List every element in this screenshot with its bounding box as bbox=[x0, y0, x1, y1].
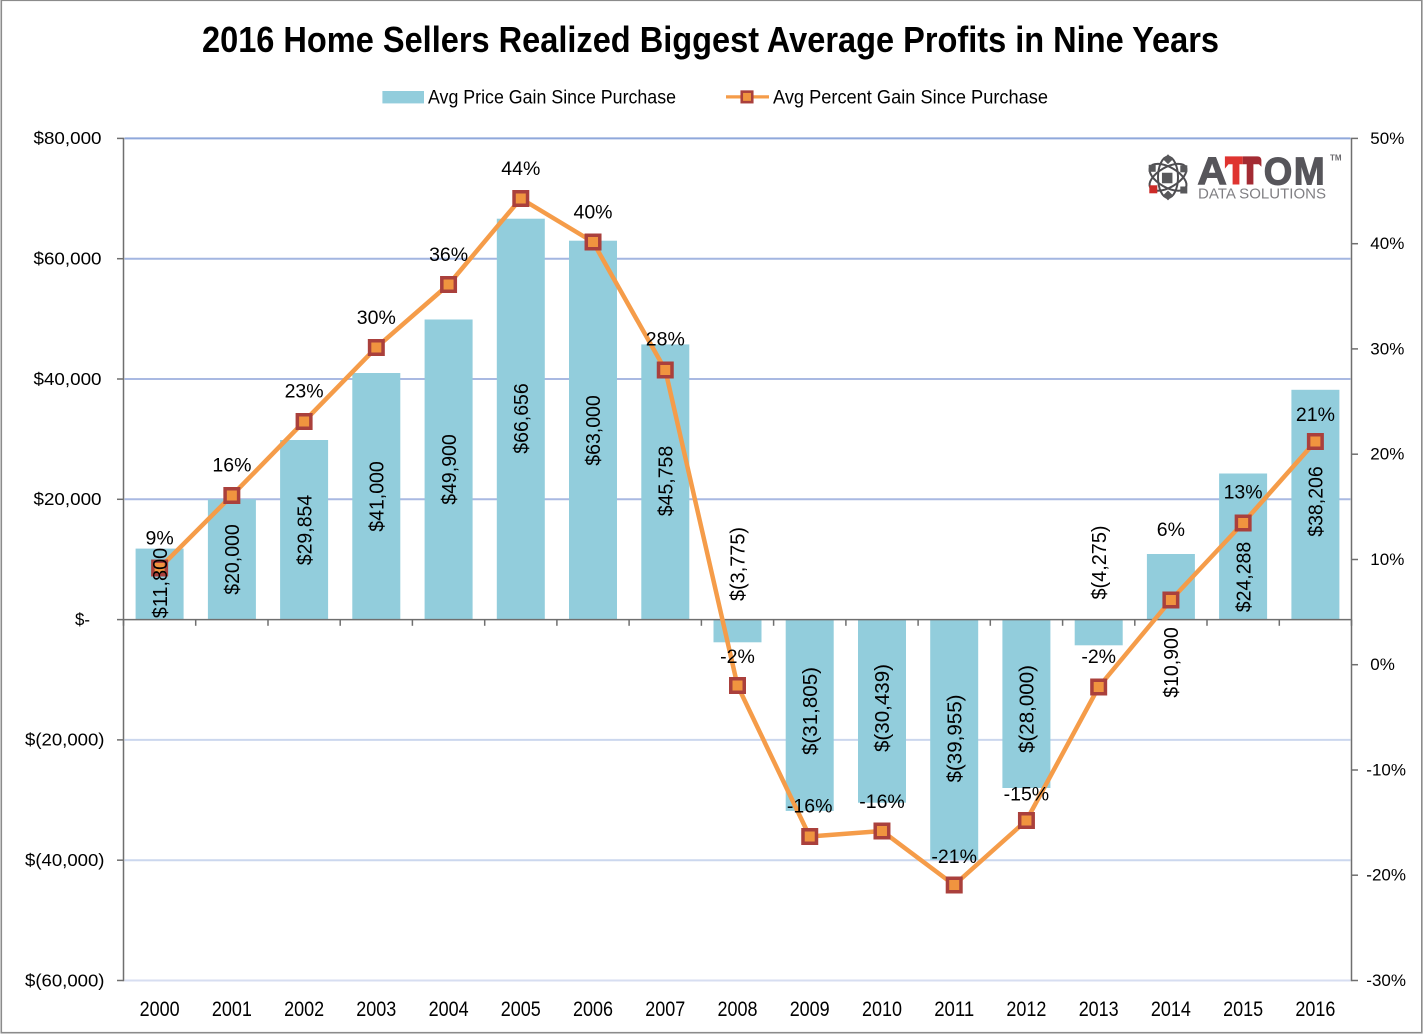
svg-text:Avg Price Gain Since Purchase: Avg Price Gain Since Purchase bbox=[428, 87, 676, 109]
svg-text:2013: 2013 bbox=[1079, 997, 1119, 1021]
svg-text:$66,656: $66,656 bbox=[511, 383, 533, 454]
svg-text:$-: $- bbox=[75, 609, 90, 629]
svg-text:2000: 2000 bbox=[140, 997, 180, 1021]
svg-text:$20,000: $20,000 bbox=[34, 489, 102, 509]
svg-text:-16%: -16% bbox=[787, 795, 833, 817]
svg-text:23%: 23% bbox=[285, 380, 324, 402]
svg-text:$49,900: $49,900 bbox=[439, 434, 461, 505]
svg-text:2004: 2004 bbox=[429, 997, 469, 1021]
svg-text:$(31,805): $(31,805) bbox=[800, 667, 822, 755]
svg-text:A: A bbox=[1197, 151, 1227, 194]
svg-text:2008: 2008 bbox=[718, 997, 758, 1021]
svg-text:6%: 6% bbox=[1157, 519, 1185, 541]
svg-text:40%: 40% bbox=[1370, 234, 1404, 253]
svg-text:44%: 44% bbox=[501, 158, 540, 180]
svg-text:TM: TM bbox=[1330, 154, 1342, 163]
svg-text:0%: 0% bbox=[1370, 655, 1395, 674]
svg-text:13%: 13% bbox=[1224, 481, 1263, 503]
svg-text:$38,206: $38,206 bbox=[1306, 466, 1328, 537]
svg-text:$60,000: $60,000 bbox=[34, 249, 102, 269]
svg-text:$40,000: $40,000 bbox=[34, 369, 102, 389]
svg-text:$(20,000): $(20,000) bbox=[25, 730, 105, 750]
svg-text:$80,000: $80,000 bbox=[34, 128, 102, 148]
svg-text:16%: 16% bbox=[212, 454, 251, 476]
svg-text:$(3,775): $(3,775) bbox=[728, 527, 750, 601]
svg-text:$10,900: $10,900 bbox=[1161, 627, 1183, 698]
svg-text:20%: 20% bbox=[1370, 445, 1404, 464]
svg-text:2010: 2010 bbox=[862, 997, 902, 1021]
svg-text:-15%: -15% bbox=[1004, 783, 1050, 805]
svg-text:-10%: -10% bbox=[1366, 761, 1406, 780]
svg-text:O: O bbox=[1264, 151, 1293, 194]
svg-text:2016: 2016 bbox=[1295, 997, 1335, 1021]
svg-text:30%: 30% bbox=[1370, 339, 1404, 358]
svg-text:$(60,000): $(60,000) bbox=[25, 970, 105, 990]
svg-text:2009: 2009 bbox=[790, 997, 830, 1021]
svg-text:2003: 2003 bbox=[356, 997, 396, 1021]
svg-text:$(4,275): $(4,275) bbox=[1089, 526, 1111, 600]
svg-text:2007: 2007 bbox=[645, 997, 685, 1021]
svg-text:$20,000: $20,000 bbox=[222, 524, 244, 595]
svg-text:Avg Percent Gain Since Purchas: Avg Percent Gain Since Purchase bbox=[773, 87, 1048, 109]
svg-text:DATA SOLUTIONS: DATA SOLUTIONS bbox=[1198, 187, 1326, 203]
svg-text:10%: 10% bbox=[1370, 550, 1404, 569]
svg-text:28%: 28% bbox=[646, 328, 685, 350]
svg-text:-21%: -21% bbox=[931, 846, 977, 868]
svg-text:-2%: -2% bbox=[1081, 646, 1116, 668]
svg-text:-2%: -2% bbox=[720, 646, 755, 668]
svg-text:$41,000: $41,000 bbox=[367, 461, 389, 532]
svg-text:2014: 2014 bbox=[1151, 997, 1191, 1021]
svg-text:36%: 36% bbox=[429, 244, 468, 266]
svg-text:2006: 2006 bbox=[573, 997, 613, 1021]
svg-text:$29,854: $29,854 bbox=[294, 495, 316, 566]
svg-text:30%: 30% bbox=[357, 307, 396, 329]
svg-text:2015: 2015 bbox=[1223, 997, 1263, 1021]
svg-text:9%: 9% bbox=[146, 527, 174, 549]
svg-text:2016 Home Sellers Realized Big: 2016 Home Sellers Realized Biggest Avera… bbox=[202, 19, 1219, 60]
svg-text:-20%: -20% bbox=[1366, 866, 1406, 885]
svg-text:$(28,000): $(28,000) bbox=[1017, 665, 1039, 753]
svg-text:$63,000: $63,000 bbox=[583, 395, 605, 466]
svg-text:2012: 2012 bbox=[1006, 997, 1046, 1021]
svg-text:2005: 2005 bbox=[501, 997, 541, 1021]
svg-text:$45,758: $45,758 bbox=[656, 446, 678, 517]
svg-text:$11,800: $11,800 bbox=[150, 548, 172, 619]
svg-text:21%: 21% bbox=[1296, 404, 1335, 426]
svg-text:$(39,955): $(39,955) bbox=[944, 694, 966, 782]
svg-text:2011: 2011 bbox=[934, 997, 974, 1021]
svg-text:50%: 50% bbox=[1370, 129, 1404, 148]
svg-text:$24,288: $24,288 bbox=[1233, 542, 1255, 613]
svg-text:40%: 40% bbox=[573, 201, 612, 223]
svg-text:2001: 2001 bbox=[212, 997, 252, 1021]
svg-text:M: M bbox=[1294, 151, 1325, 194]
svg-text:$(30,439): $(30,439) bbox=[872, 664, 894, 752]
svg-text:$(40,000): $(40,000) bbox=[25, 850, 105, 870]
svg-text:-30%: -30% bbox=[1366, 971, 1406, 990]
svg-text:2002: 2002 bbox=[284, 997, 324, 1021]
svg-text:-16%: -16% bbox=[859, 791, 905, 813]
